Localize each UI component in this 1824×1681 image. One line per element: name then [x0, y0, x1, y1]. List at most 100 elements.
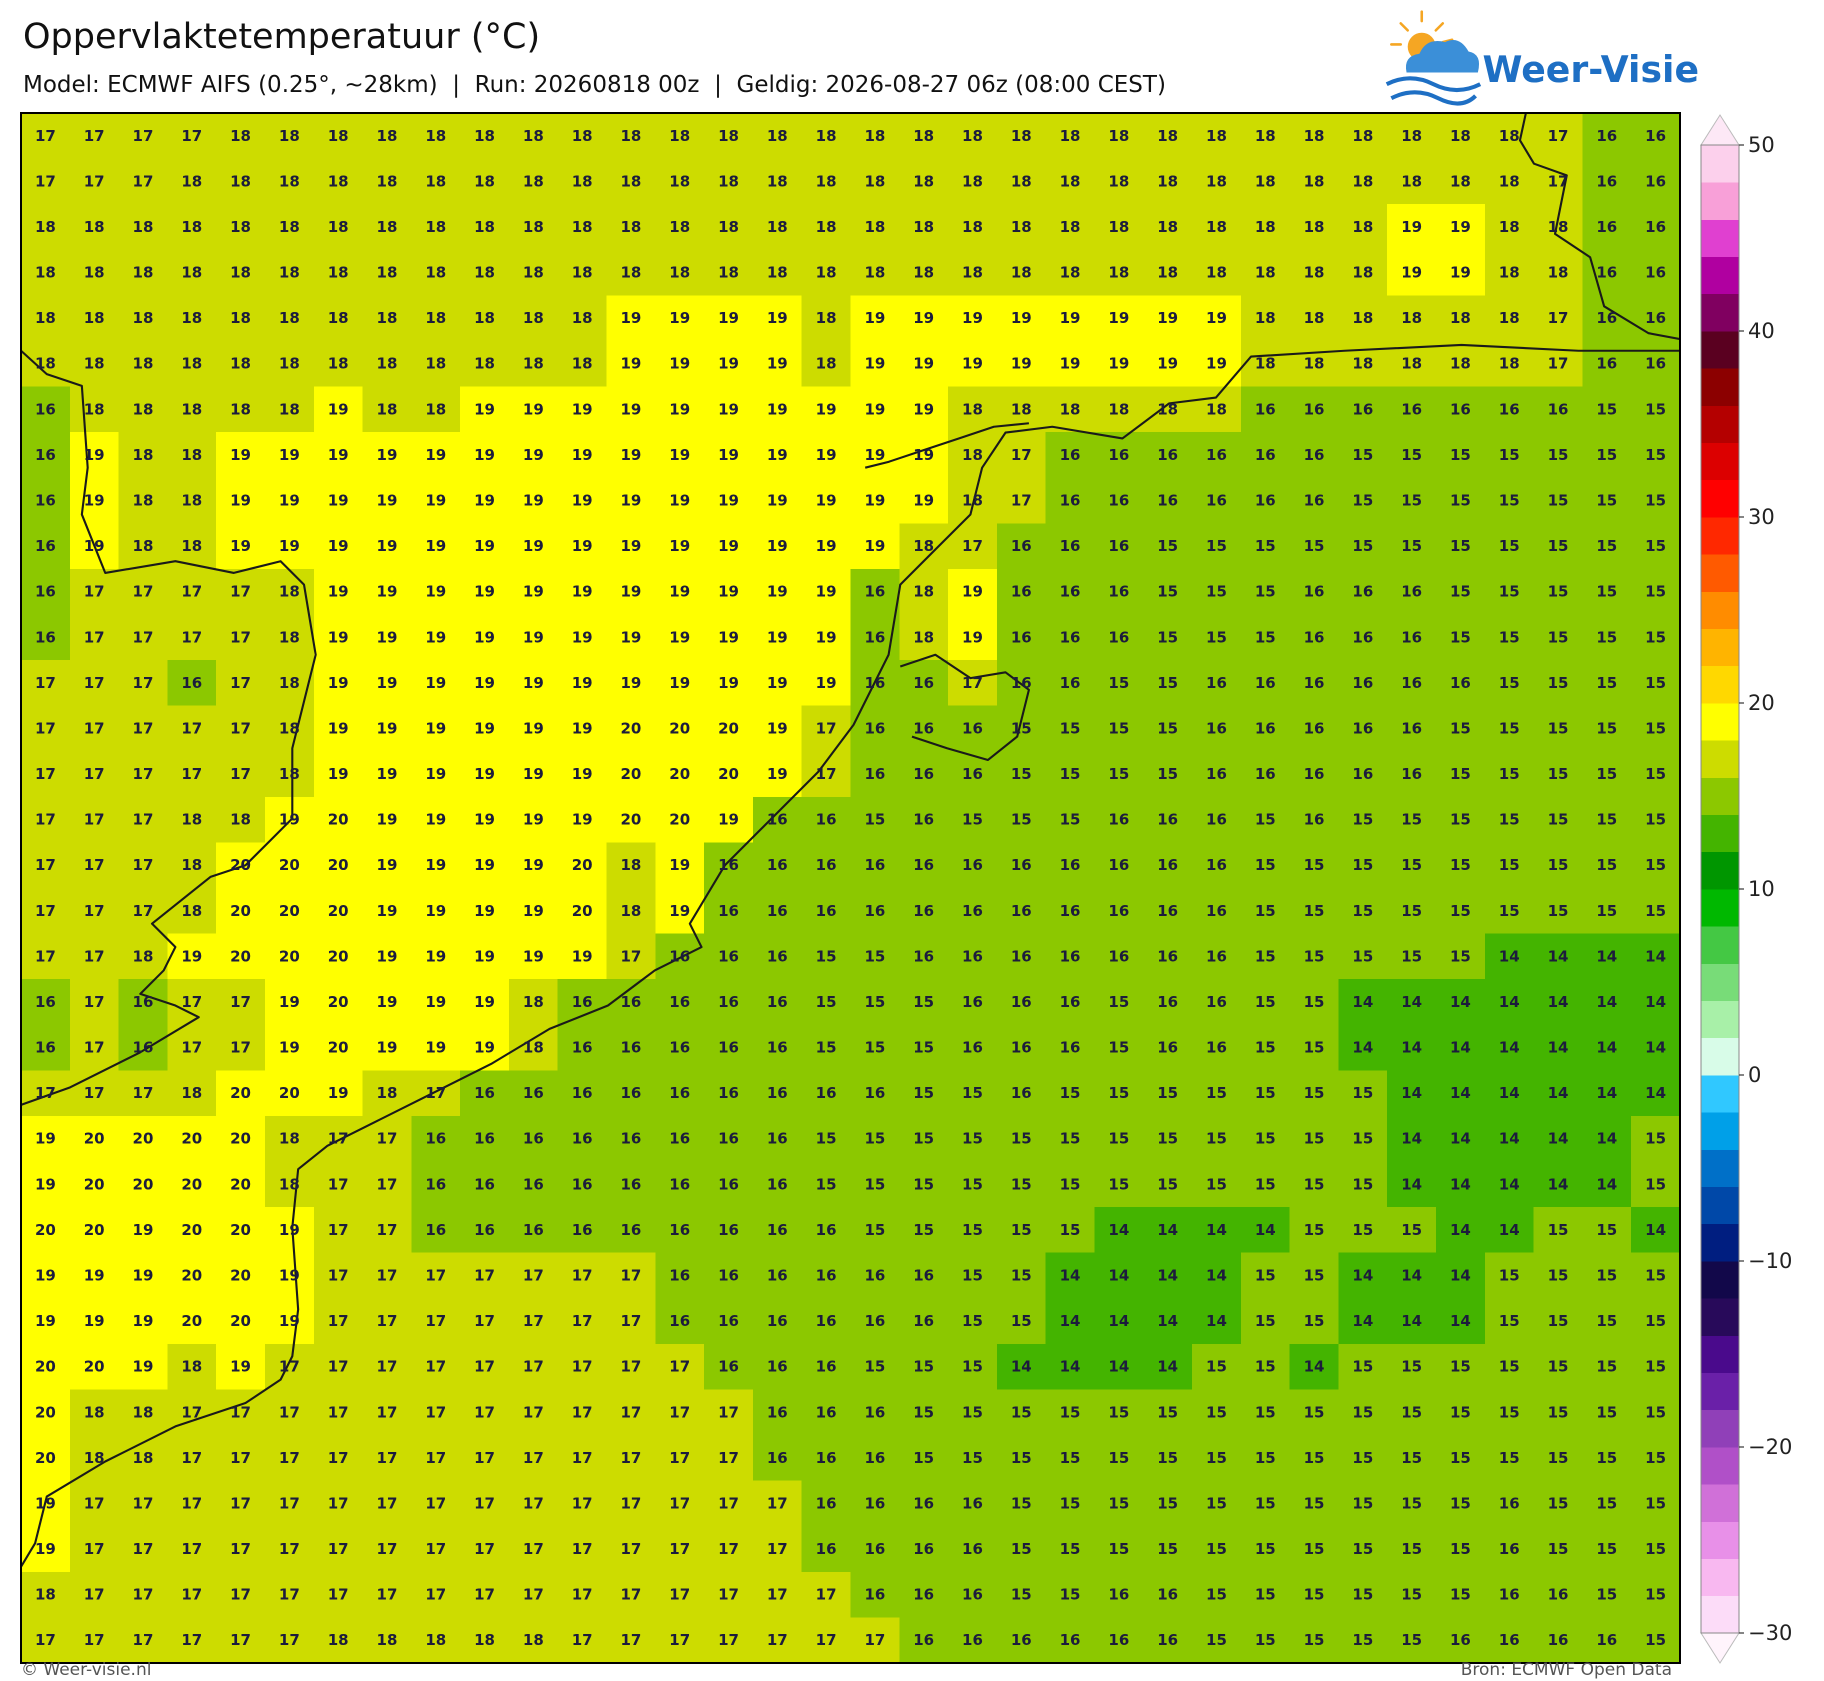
temperature-label: 19 — [669, 355, 690, 373]
temperature-label: 14 — [1157, 1312, 1178, 1330]
temperature-label: 19 — [425, 492, 446, 510]
temperature-cell — [264, 1526, 315, 1573]
temperature-label: 17 — [523, 1267, 544, 1285]
temperature-cell — [1240, 1480, 1291, 1527]
temperature-cell — [1143, 158, 1193, 205]
temperature-label: 19 — [35, 1312, 56, 1330]
temperature-cell — [899, 204, 949, 251]
temperature-label: 18 — [620, 264, 641, 282]
temperature-cell — [996, 705, 1047, 752]
temperature-label: 18 — [913, 127, 934, 145]
temperature-label: 14 — [1401, 1312, 1422, 1330]
temperature-cell — [1436, 1115, 1486, 1163]
temperature-label: 19 — [425, 811, 446, 829]
temperature-cell — [655, 796, 705, 844]
colorbar-band — [1701, 256, 1739, 295]
temperature-cell — [752, 113, 803, 160]
temperature-label: 15 — [1401, 446, 1422, 464]
temperature-cell — [1387, 842, 1437, 889]
temperature-cell — [948, 113, 998, 160]
temperature-label: 15 — [1304, 1039, 1325, 1057]
temperature-cell — [460, 1435, 510, 1482]
temperature-label: 16 — [767, 947, 788, 965]
temperature-cell — [801, 1526, 852, 1573]
temperature-cell — [313, 1298, 364, 1345]
temperature-label: 16 — [816, 856, 837, 874]
temperature-label: 17 — [133, 1494, 154, 1512]
temperature-cell — [948, 1161, 998, 1208]
temperature-cell — [1436, 751, 1486, 798]
temperature-label: 18 — [962, 400, 983, 418]
temperature-cell — [460, 568, 510, 616]
temperature-label: 15 — [1157, 1175, 1178, 1193]
temperature-label: 18 — [328, 218, 349, 236]
temperature-cell — [411, 1343, 461, 1391]
temperature-cell — [1436, 660, 1486, 707]
colorbar-band — [1701, 1595, 1739, 1634]
temperature-label: 19 — [377, 811, 398, 829]
temperature-cell — [1289, 340, 1340, 388]
temperature-label: 16 — [1060, 628, 1081, 646]
temperature-cell — [1436, 1161, 1486, 1208]
temperature-cell — [1484, 1070, 1535, 1117]
temperature-label: 16 — [620, 993, 641, 1011]
temperature-cell — [460, 796, 510, 844]
temperature-field — [21, 113, 1681, 1664]
temperature-label: 15 — [1255, 1540, 1276, 1558]
temperature-cell — [411, 1617, 461, 1664]
temperature-label: 18 — [279, 628, 300, 646]
temperature-label: 15 — [1645, 765, 1666, 783]
temperature-label: 15 — [816, 1175, 837, 1193]
temperature-cell — [264, 1024, 315, 1071]
temperature-cell — [948, 1252, 998, 1299]
temperature-cell — [704, 979, 754, 1026]
temperature-label: 15 — [1499, 1403, 1520, 1421]
temperature-label: 19 — [377, 492, 398, 510]
temperature-cell — [752, 432, 803, 479]
colorbar-band — [1701, 1261, 1739, 1299]
temperature-labels: 17 17 17 17 18 18 18 18 18 18 18 18 18 18 18 18 18 18 18 18… — [35, 127, 1666, 1649]
temperature-cell — [606, 1617, 656, 1664]
temperature-cell — [948, 1617, 998, 1664]
temperature-label: 16 — [718, 1084, 739, 1102]
temperature-cell — [216, 1480, 266, 1527]
temperature-cell — [1631, 158, 1681, 205]
temperature-label: 19 — [377, 583, 398, 601]
temperature-label: 15 — [1450, 1540, 1471, 1558]
temperature-cell — [899, 933, 949, 980]
temperature-cell — [899, 386, 949, 433]
temperature-cell — [996, 842, 1047, 889]
temperature-label: 18 — [181, 1084, 202, 1102]
temperature-cell — [557, 1070, 608, 1117]
temperature-cell — [313, 113, 364, 160]
temperature-label: 19 — [279, 811, 300, 829]
temperature-cell — [557, 1161, 608, 1208]
temperature-label: 17 — [35, 172, 56, 190]
temperature-cell — [606, 660, 656, 707]
temperature-label: 16 — [1206, 446, 1227, 464]
temperature-label: 16 — [35, 492, 56, 510]
colorbar-band — [1701, 1409, 1739, 1448]
temperature-cell — [1582, 1115, 1632, 1163]
temperature-cell — [313, 1526, 364, 1573]
temperature-label: 17 — [425, 1358, 446, 1376]
temperature-label: 19 — [718, 628, 739, 646]
temperature-label: 16 — [1011, 537, 1032, 555]
colorbar-band — [1701, 889, 1739, 927]
temperature-cell — [850, 568, 900, 616]
temperature-label: 18 — [523, 309, 544, 327]
temperature-label: 14 — [1206, 1267, 1227, 1285]
temperature-cell — [1484, 1526, 1535, 1573]
temperature-label: 19 — [328, 492, 349, 510]
temperature-label: 16 — [816, 1267, 837, 1285]
temperature-label: 16 — [864, 1540, 885, 1558]
temperature-cell — [996, 113, 1047, 160]
temperature-label: 14 — [1352, 1267, 1373, 1285]
temperature-cell — [21, 1389, 71, 1436]
coastline — [1518, 113, 1680, 341]
colorbar-band — [1701, 442, 1739, 481]
temperature-label: 15 — [1352, 856, 1373, 874]
temperature-cell — [996, 751, 1047, 798]
temperature-label: 18 — [523, 355, 544, 373]
temperature-cell — [1094, 1526, 1144, 1573]
